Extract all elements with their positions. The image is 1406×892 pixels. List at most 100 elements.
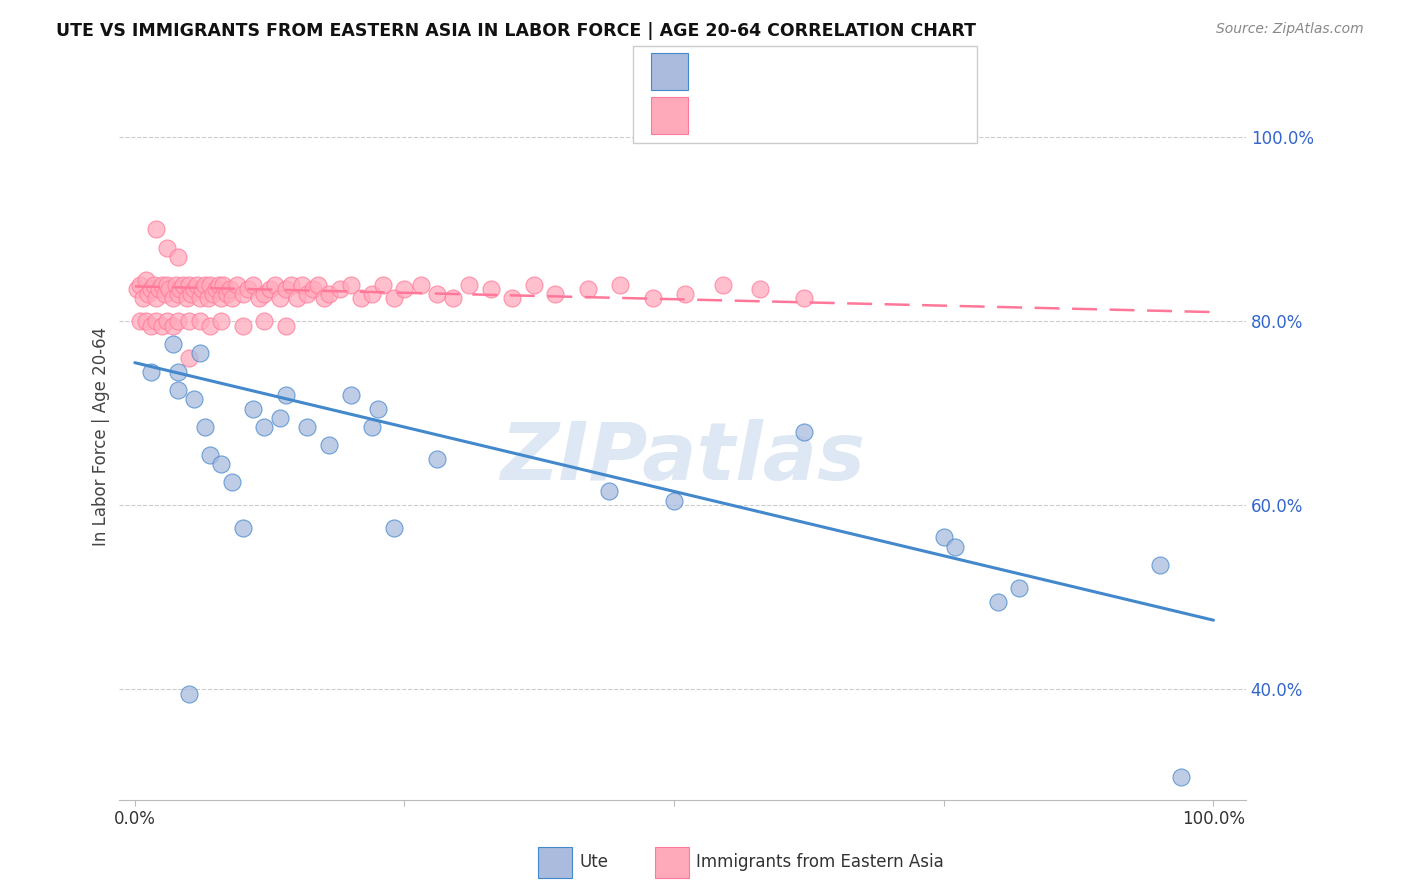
Point: [291, 277, 314, 292]
Point: [269, 291, 291, 305]
Text: 95: 95: [841, 108, 863, 127]
Point: [297, 420, 319, 434]
Point: [382, 521, 405, 535]
Text: R =: R =: [693, 108, 730, 127]
Point: [441, 291, 464, 305]
Point: [209, 457, 232, 471]
Point: [167, 365, 190, 379]
Point: [188, 314, 211, 328]
Point: [1008, 581, 1031, 595]
Point: [150, 277, 173, 292]
Point: [162, 337, 184, 351]
Point: [232, 286, 254, 301]
Point: [297, 286, 319, 301]
Point: [242, 277, 264, 292]
Point: [153, 286, 176, 301]
Point: [409, 277, 432, 292]
Point: [145, 314, 167, 328]
Point: [188, 346, 211, 360]
Point: [301, 282, 323, 296]
Text: Immigrants from Eastern Asia: Immigrants from Eastern Asia: [696, 853, 943, 871]
Text: -0.090: -0.090: [733, 108, 792, 127]
Point: [218, 282, 240, 296]
Point: [426, 452, 449, 467]
Point: [201, 286, 224, 301]
Point: [212, 277, 235, 292]
Point: [129, 314, 152, 328]
Text: 32: 32: [841, 64, 865, 83]
Point: [247, 291, 270, 305]
Point: [177, 277, 200, 292]
Point: [232, 521, 254, 535]
Point: [190, 282, 212, 296]
Point: [269, 410, 291, 425]
Point: [932, 530, 955, 544]
Point: [136, 286, 159, 301]
Y-axis label: In Labor Force | Age 20-64: In Labor Force | Age 20-64: [93, 326, 110, 546]
Point: [139, 365, 162, 379]
Point: [943, 540, 966, 554]
Point: [221, 291, 243, 305]
Point: [264, 277, 287, 292]
Point: [200, 448, 222, 462]
Point: [318, 286, 340, 301]
Point: [253, 286, 276, 301]
Point: [1170, 770, 1192, 784]
Point: [793, 425, 815, 439]
Point: [209, 291, 232, 305]
Point: [208, 277, 231, 292]
Point: [194, 420, 217, 434]
Point: [177, 687, 200, 701]
Point: [236, 282, 259, 296]
Point: [576, 282, 599, 296]
Point: [157, 282, 180, 296]
Point: [165, 277, 187, 292]
Point: [793, 291, 815, 305]
Point: [180, 286, 202, 301]
Point: [426, 286, 449, 301]
Text: N =: N =: [806, 64, 842, 83]
Point: [598, 484, 620, 499]
Text: N =: N =: [806, 108, 842, 127]
Point: [382, 291, 405, 305]
Text: ZIPatlas: ZIPatlas: [499, 419, 865, 497]
Point: [458, 277, 481, 292]
Point: [209, 314, 232, 328]
Point: [169, 282, 191, 296]
Point: [125, 282, 148, 296]
Point: [204, 282, 226, 296]
Point: [226, 277, 249, 292]
Point: [167, 384, 190, 398]
Point: [148, 282, 170, 296]
Point: [177, 314, 200, 328]
Point: [167, 250, 190, 264]
Text: -0.526: -0.526: [733, 64, 792, 83]
Point: [274, 282, 297, 296]
Point: [259, 282, 281, 296]
Point: [1149, 558, 1171, 572]
Point: [394, 282, 416, 296]
Point: [221, 475, 243, 490]
Point: [200, 277, 222, 292]
Point: [329, 282, 352, 296]
Text: Source: ZipAtlas.com: Source: ZipAtlas.com: [1216, 22, 1364, 37]
Point: [609, 277, 631, 292]
Point: [274, 388, 297, 402]
Point: [253, 314, 276, 328]
Point: [162, 291, 184, 305]
Point: [361, 286, 384, 301]
Point: [339, 388, 361, 402]
Point: [274, 318, 297, 333]
Point: [242, 401, 264, 416]
Point: [172, 277, 194, 292]
Point: [285, 291, 308, 305]
Point: [312, 291, 335, 305]
Point: [371, 277, 394, 292]
Point: [232, 318, 254, 333]
Point: [280, 277, 302, 292]
Point: [150, 318, 173, 333]
Point: [339, 277, 361, 292]
Point: [318, 438, 340, 452]
Point: [200, 318, 222, 333]
Point: [479, 282, 502, 296]
